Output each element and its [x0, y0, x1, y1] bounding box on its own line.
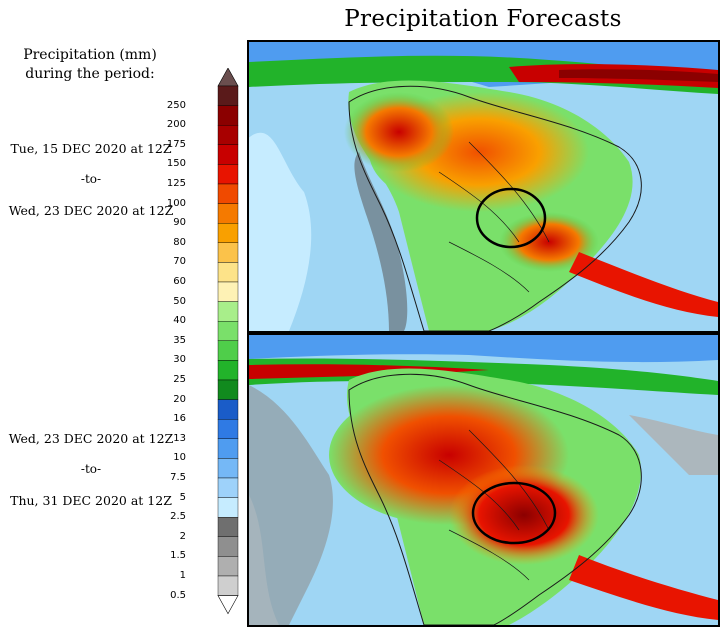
colorbar-tick-label: 0.5: [170, 589, 186, 601]
colorbar-swatch: [217, 164, 239, 185]
colorbar-swatch: [217, 144, 239, 165]
map-panel-period-2: [247, 333, 720, 627]
colorbar-tick-label: 1.5: [170, 550, 186, 562]
colorbar-swatch: [217, 497, 239, 518]
colorbar-swatch: [217, 536, 239, 557]
colorbar-swatch: [217, 419, 239, 440]
colorbar-swatch: [217, 517, 239, 538]
colorbar-tick-label: 7.5: [170, 472, 186, 483]
colorbar-bottom-arrow: [217, 595, 239, 615]
colorbar-tick-label: 175: [166, 138, 186, 150]
page-title: Precipitation Forecasts: [344, 6, 622, 32]
colorbar-tick-label: 60: [173, 276, 186, 287]
colorbar-swatch: [217, 399, 239, 420]
colorbar-tick-label: 35: [173, 334, 186, 346]
colorbar-swatch: [217, 556, 239, 577]
colorbar-tick-label: 13: [173, 432, 186, 444]
colorbar-tick-label: 100: [166, 197, 186, 209]
colorbar-swatch: [217, 85, 239, 106]
colorbar-swatch: [217, 438, 239, 459]
colorbar-tick-label: 90: [173, 217, 186, 229]
colorbar-swatch: [217, 222, 239, 243]
period-1-start: Tue, 15 DEC 2020 at 12Z: [10, 141, 172, 156]
colorbar-tick-label: 10: [173, 452, 186, 464]
highlight-circle-period-1: [475, 187, 547, 249]
colorbar-swatch: [217, 379, 239, 400]
colorbar-swatch: [217, 458, 239, 479]
colorbar-tick-label: 40: [173, 315, 186, 327]
colorbar-swatch: [217, 360, 239, 381]
colorbar-swatch: [217, 183, 239, 204]
colorbar-tick-label: 20: [173, 393, 186, 405]
legend-heading-line1: Precipitation (mm): [23, 47, 157, 63]
map-panel-period-1: [247, 40, 720, 333]
colorbar-swatch: [217, 301, 239, 322]
map-period-2: [249, 335, 718, 625]
map-period-1: [249, 42, 718, 331]
colorbar-tick-label: 1: [179, 570, 186, 581]
period-2-end: Thu, 31 DEC 2020 at 12Z: [10, 493, 172, 508]
period-1-end: Wed, 23 DEC 2020 at 12Z: [8, 203, 174, 218]
colorbar-tick-label: 70: [173, 256, 186, 268]
colorbar-tick-label: 80: [173, 236, 186, 248]
colorbar-swatch: [217, 125, 239, 146]
colorbar-tick-label: 25: [173, 374, 186, 385]
colorbar-tick-label: 2: [179, 530, 186, 542]
period-1-separator: -to-: [80, 172, 102, 186]
colorbar-swatch: [217, 262, 239, 283]
colorbar-swatch: [217, 105, 239, 126]
colorbar-swatch: [217, 340, 239, 361]
colorbar-top-arrow: [217, 67, 239, 87]
colorbar-tick-label: 200: [166, 119, 186, 131]
period-2-label: Wed, 23 DEC 2020 at 12Z -to- Thu, 31 DEC…: [0, 423, 182, 516]
colorbar-tick-label: 150: [166, 158, 186, 170]
highlight-circle-period-2: [471, 481, 557, 545]
period-2-separator: -to-: [80, 462, 102, 476]
colorbar-tick-label: 5: [179, 491, 186, 503]
colorbar-swatch: [217, 203, 239, 224]
precipitation-colorbar: 250 200 175 150 125 100 90 80 70 60 50 40 35 30 25 20 16…: [166, 67, 246, 615]
colorbar-swatch: [217, 320, 239, 341]
colorbar-swatch: [217, 281, 239, 302]
colorbar-svg: [217, 67, 239, 615]
colorbar-tick-label: 250: [166, 99, 186, 111]
colorbar-swatch: [217, 477, 239, 498]
colorbar-tick-label: 125: [166, 178, 186, 189]
period-1-label: Tue, 15 DEC 2020 at 12Z -to- Wed, 23 DEC…: [0, 133, 182, 226]
colorbar-tick-label: 2.5: [170, 511, 186, 523]
colorbar-tick-label: 30: [173, 354, 186, 366]
colorbar-tick-label: 16: [173, 413, 186, 425]
legend-heading-line2: during the period:: [25, 66, 155, 82]
colorbar-swatch: [217, 242, 239, 263]
legend-heading: Precipitation (mm) during the period:: [0, 46, 180, 84]
colorbar-swatch: [217, 575, 239, 596]
colorbar-tick-label: 50: [173, 295, 186, 307]
period-2-start: Wed, 23 DEC 2020 at 12Z: [8, 431, 174, 446]
